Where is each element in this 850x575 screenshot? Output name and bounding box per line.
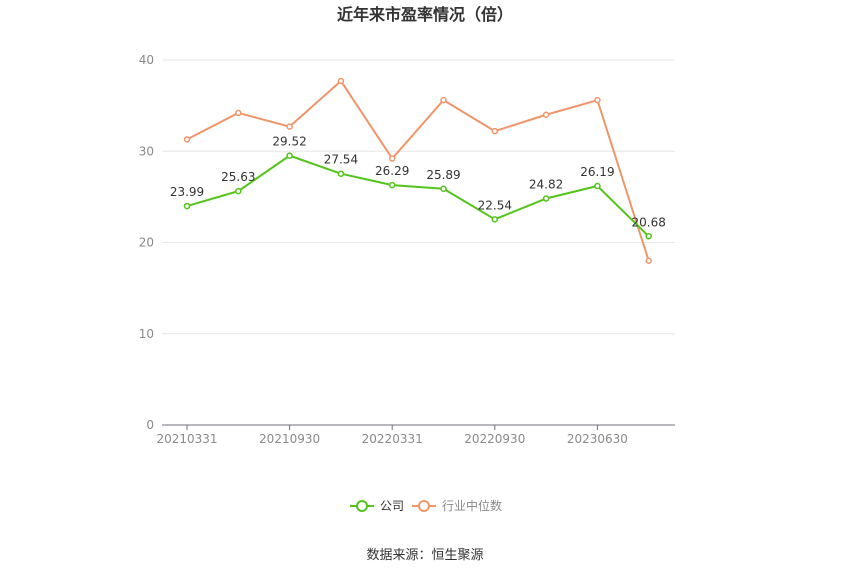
data-point[interactable] — [286, 152, 293, 159]
data-point[interactable] — [594, 182, 601, 190]
data-label: 25.63 — [221, 170, 255, 184]
data-point[interactable] — [440, 185, 447, 193]
data-point[interactable] — [491, 127, 499, 135]
data-point[interactable] — [645, 257, 652, 264]
legend-marker[interactable] — [356, 500, 368, 512]
series-line-0 — [186, 154, 650, 238]
y-tick-label: 0 — [146, 418, 154, 432]
data-point[interactable] — [491, 216, 499, 223]
data-label: 27.54 — [324, 153, 358, 167]
data-point[interactable] — [286, 123, 293, 130]
legend-marker[interactable] — [418, 500, 430, 512]
x-tick-label: 20210331 — [156, 432, 217, 446]
y-axis: 0 10 20 30 40 — [139, 53, 154, 432]
grid-lines — [162, 59, 675, 335]
y-tick-label: 10 — [139, 327, 154, 341]
data-label: 26.19 — [580, 165, 614, 179]
legend-label[interactable]: 行业中位数 — [442, 498, 502, 513]
data-label: 22.54 — [478, 198, 512, 212]
data-point[interactable] — [542, 195, 550, 202]
data-point[interactable] — [388, 181, 396, 189]
legend[interactable]: 公司 行业中位数 — [350, 498, 502, 513]
data-label: 25.89 — [426, 168, 460, 182]
x-tick-label: 20220331 — [362, 432, 423, 446]
data-label: 23.99 — [170, 185, 204, 199]
data-point[interactable] — [594, 96, 601, 104]
data-point[interactable] — [235, 109, 242, 117]
series-group — [183, 77, 652, 264]
data-label: 26.29 — [375, 164, 409, 178]
x-axis: 20210331 20210930 20220331 20220930 20230630 — [156, 424, 675, 446]
y-tick-label: 20 — [139, 236, 154, 250]
x-tick-label: 20220930 — [464, 432, 525, 446]
chart-title: 近年来市盈率情况（倍） — [337, 5, 513, 24]
data-label: 20.68 — [632, 215, 666, 229]
data-point[interactable] — [542, 111, 550, 118]
data-label: 24.82 — [529, 178, 563, 192]
series-line-1 — [186, 79, 650, 262]
data-point[interactable] — [388, 155, 396, 162]
data-label: 29.52 — [272, 135, 306, 149]
y-tick-label: 30 — [139, 144, 154, 158]
data-point[interactable] — [645, 233, 652, 240]
y-tick-label: 40 — [139, 53, 154, 67]
data-point[interactable] — [440, 96, 447, 104]
data-point[interactable] — [183, 202, 191, 210]
data-point[interactable] — [183, 136, 191, 143]
x-tick-label: 20230630 — [567, 432, 628, 446]
data-point[interactable] — [235, 187, 242, 195]
legend-label[interactable]: 公司 — [380, 499, 404, 513]
x-tick-label: 20210930 — [259, 432, 320, 446]
data-point[interactable] — [337, 77, 345, 85]
data-source: 数据来源：恒生聚源 — [366, 548, 483, 563]
data-point[interactable] — [337, 170, 345, 177]
data-labels: 23.99 25.63 29.52 27.54 26.29 25.89 22.54 24.82… — [170, 135, 666, 230]
